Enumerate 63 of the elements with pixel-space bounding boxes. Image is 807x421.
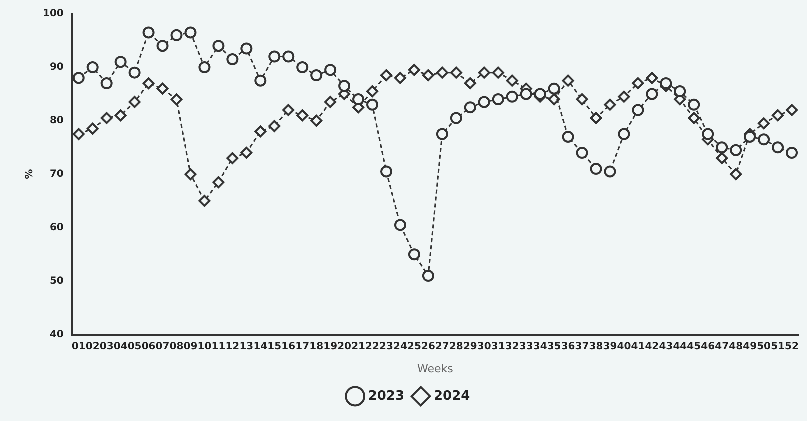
x-tick-label: 23 — [380, 341, 394, 352]
x-tick-label: 14 — [254, 341, 268, 352]
x-tick-label: 17 — [296, 341, 310, 352]
x-tick-label: 19 — [324, 341, 338, 352]
x-tick-label: 13 — [240, 341, 254, 352]
x-tick-label: 25 — [408, 341, 422, 352]
x-tick-label: 24 — [394, 341, 408, 352]
x-tick-label: 35 — [547, 341, 562, 352]
x-tick-label: 52 — [785, 341, 800, 352]
x-tick-label: 47 — [715, 341, 730, 352]
x-tick-label: 41 — [631, 341, 646, 352]
y-tick-label: 70 — [50, 168, 64, 180]
x-tick-label: 05 — [128, 341, 142, 352]
x-tick-label: 49 — [743, 341, 758, 352]
y-tick-label: 100 — [43, 8, 64, 20]
x-tick-label: 42 — [645, 341, 660, 352]
x-tick-label: 12 — [226, 341, 240, 352]
y-tick-label: 80 — [50, 116, 64, 127]
x-tick-label: 45 — [687, 341, 702, 352]
x-tick-label: 10 — [198, 341, 212, 352]
x-tick-label: 36 — [561, 341, 576, 352]
x-tick-label: 40 — [617, 341, 632, 352]
x-tick-label: 26 — [421, 341, 436, 352]
x-tick-label: 01 — [72, 341, 86, 352]
legend-label: 2024 — [434, 388, 470, 404]
x-tick-label: 44 — [673, 341, 688, 352]
x-tick-label: 51 — [771, 341, 786, 352]
x-tick-label: 28 — [449, 341, 464, 352]
x-tick-label: 22 — [366, 341, 380, 352]
x-tick-label: 38 — [589, 341, 604, 352]
x-tick-label: 20 — [338, 341, 352, 352]
x-tick-label: 03 — [100, 341, 114, 352]
x-tick-label: 31 — [491, 341, 506, 352]
x-tick-label: 43 — [659, 341, 674, 352]
x-tick-label: 39 — [603, 341, 618, 352]
x-tick-label: 06 — [142, 341, 156, 352]
y-tick-label: 90 — [50, 62, 64, 74]
y-tick-label: 50 — [50, 276, 64, 287]
x-tick-label: 34 — [533, 341, 548, 352]
y-tick-label: 40 — [50, 329, 64, 340]
x-tick-label: 07 — [156, 341, 170, 352]
x-tick-label: 04 — [114, 341, 128, 352]
x-tick-label: 08 — [170, 341, 184, 352]
y-tick-label: 60 — [50, 222, 64, 234]
legend-label: 2023 — [368, 388, 405, 404]
x-tick-label: 33 — [519, 341, 534, 352]
x-tick-label: 48 — [729, 341, 744, 352]
x-tick-label: 18 — [310, 341, 324, 352]
x-tick-label: 46 — [701, 341, 716, 352]
x-tick-label: 29 — [463, 341, 478, 352]
x-tick-label: 50 — [757, 341, 772, 352]
x-tick-label: 16 — [282, 341, 296, 352]
x-tick-label: 11 — [212, 341, 226, 352]
x-tick-label: 15 — [268, 341, 282, 352]
y-axis-title: % — [24, 169, 36, 180]
x-tick-label: 02 — [86, 341, 100, 352]
x-tick-label: 09 — [184, 341, 198, 352]
x-tick-label: 30 — [477, 341, 492, 352]
x-tick-label: 27 — [435, 341, 450, 352]
x-tick-label: 37 — [575, 341, 590, 352]
x-axis-title: Weeks — [418, 362, 454, 376]
x-tick-label: 32 — [505, 341, 520, 352]
x-tick-label: 21 — [352, 341, 366, 352]
